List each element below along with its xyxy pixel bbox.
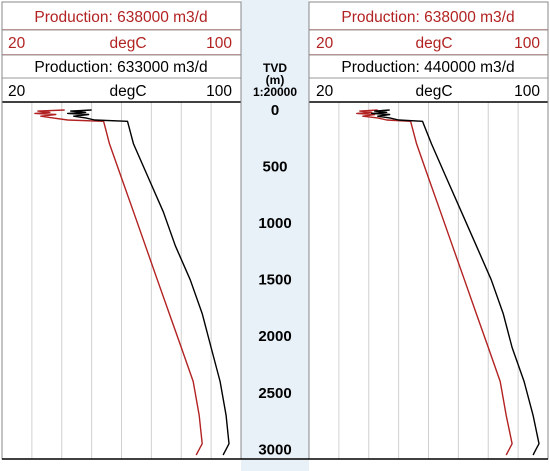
right-curve-1-line xyxy=(356,109,513,456)
right-curve2-unit: degC xyxy=(415,83,452,100)
right-curve1-min: 20 xyxy=(316,35,334,52)
depth-scale: 1:20000 xyxy=(253,85,297,99)
right-curve1-max: 100 xyxy=(514,35,540,52)
left-curve2-title: Production: 633000 m3/d xyxy=(34,59,207,76)
left-curve-1-line xyxy=(34,109,203,456)
right-curve2-min: 20 xyxy=(316,83,334,100)
depth-track-header: TVD (m) 1:20000 xyxy=(253,61,297,99)
left-curve1-min: 20 xyxy=(8,35,26,52)
left-curve2-min: 20 xyxy=(8,83,26,100)
curves-layer xyxy=(34,109,540,456)
right-curve2-max: 100 xyxy=(514,83,540,100)
right-curve1-unit: degC xyxy=(415,35,452,52)
depth-tick-1500: 1500 xyxy=(258,272,291,289)
left-curve2-max: 100 xyxy=(206,83,232,100)
left-curve1-max: 100 xyxy=(206,35,232,52)
depth-tick-2000: 2000 xyxy=(258,328,291,345)
left-curve1-unit: degC xyxy=(109,35,146,52)
depth-tick-3000: 3000 xyxy=(258,441,291,458)
depth-tick-1000: 1000 xyxy=(258,215,291,232)
depth-tick-500: 500 xyxy=(262,159,287,176)
right-curve1-title: Production: 638000 m3/d xyxy=(341,9,514,26)
depth-tick-2500: 2500 xyxy=(258,385,291,402)
left-track-header: Production: 638000 m3/d 20 degC 100 Prod… xyxy=(1,1,242,103)
left-curve2-unit: degC xyxy=(109,83,146,100)
left-curve-2-line xyxy=(66,109,230,456)
depth-unit: (m) xyxy=(266,73,285,87)
right-curve2-title: Production: 440000 m3/d xyxy=(341,59,514,76)
depth-tick-0: 0 xyxy=(271,102,279,119)
depth-label: TVD xyxy=(263,61,287,75)
right-curve-2-line xyxy=(371,109,540,456)
depth-ticks: 0 500 1000 1500 2000 2500 3000 xyxy=(258,102,291,458)
depth-track-background xyxy=(241,0,309,471)
left-curve1-title: Production: 638000 m3/d xyxy=(34,9,207,26)
right-track-header: Production: 638000 m3/d 20 degC 100 Prod… xyxy=(308,1,549,103)
